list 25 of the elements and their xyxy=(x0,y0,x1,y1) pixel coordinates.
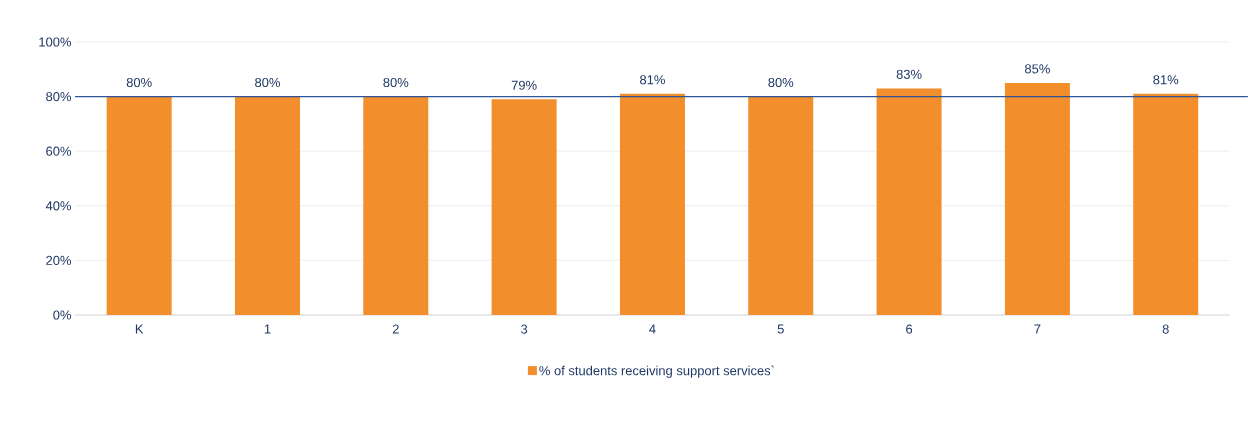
y-tick-label: 0% xyxy=(53,310,72,320)
y-tick-label: 20% xyxy=(46,255,72,265)
legend-label: % of students receiving support services` xyxy=(539,365,774,378)
x-tick-label: K xyxy=(135,324,144,334)
y-tick-label: 60% xyxy=(46,146,72,156)
x-tick-label: 3 xyxy=(521,324,528,334)
x-tick-label: 1 xyxy=(264,324,271,334)
x-tick-label: 2 xyxy=(392,324,399,334)
y-tick-label: 100% xyxy=(39,37,72,47)
x-tick-label: 7 xyxy=(1034,324,1041,334)
data-label: 80% xyxy=(768,77,794,88)
x-tick-label: 8 xyxy=(1162,324,1169,334)
data-label: 80% xyxy=(126,77,152,88)
y-tick-label: 40% xyxy=(45,201,72,211)
data-label: 85% xyxy=(1025,64,1050,74)
data-label: 80% xyxy=(383,77,409,88)
data-label: 81% xyxy=(1153,75,1179,85)
data-label: 79% xyxy=(511,80,537,90)
x-tick-label: 6 xyxy=(906,324,913,334)
data-label: 81% xyxy=(640,75,665,85)
data-label: 80% xyxy=(255,77,280,88)
x-tick-label: 5 xyxy=(777,324,784,334)
y-tick-label: 80% xyxy=(46,92,72,102)
x-tick-label: 4 xyxy=(649,324,656,334)
data-label: 83% xyxy=(896,69,922,79)
